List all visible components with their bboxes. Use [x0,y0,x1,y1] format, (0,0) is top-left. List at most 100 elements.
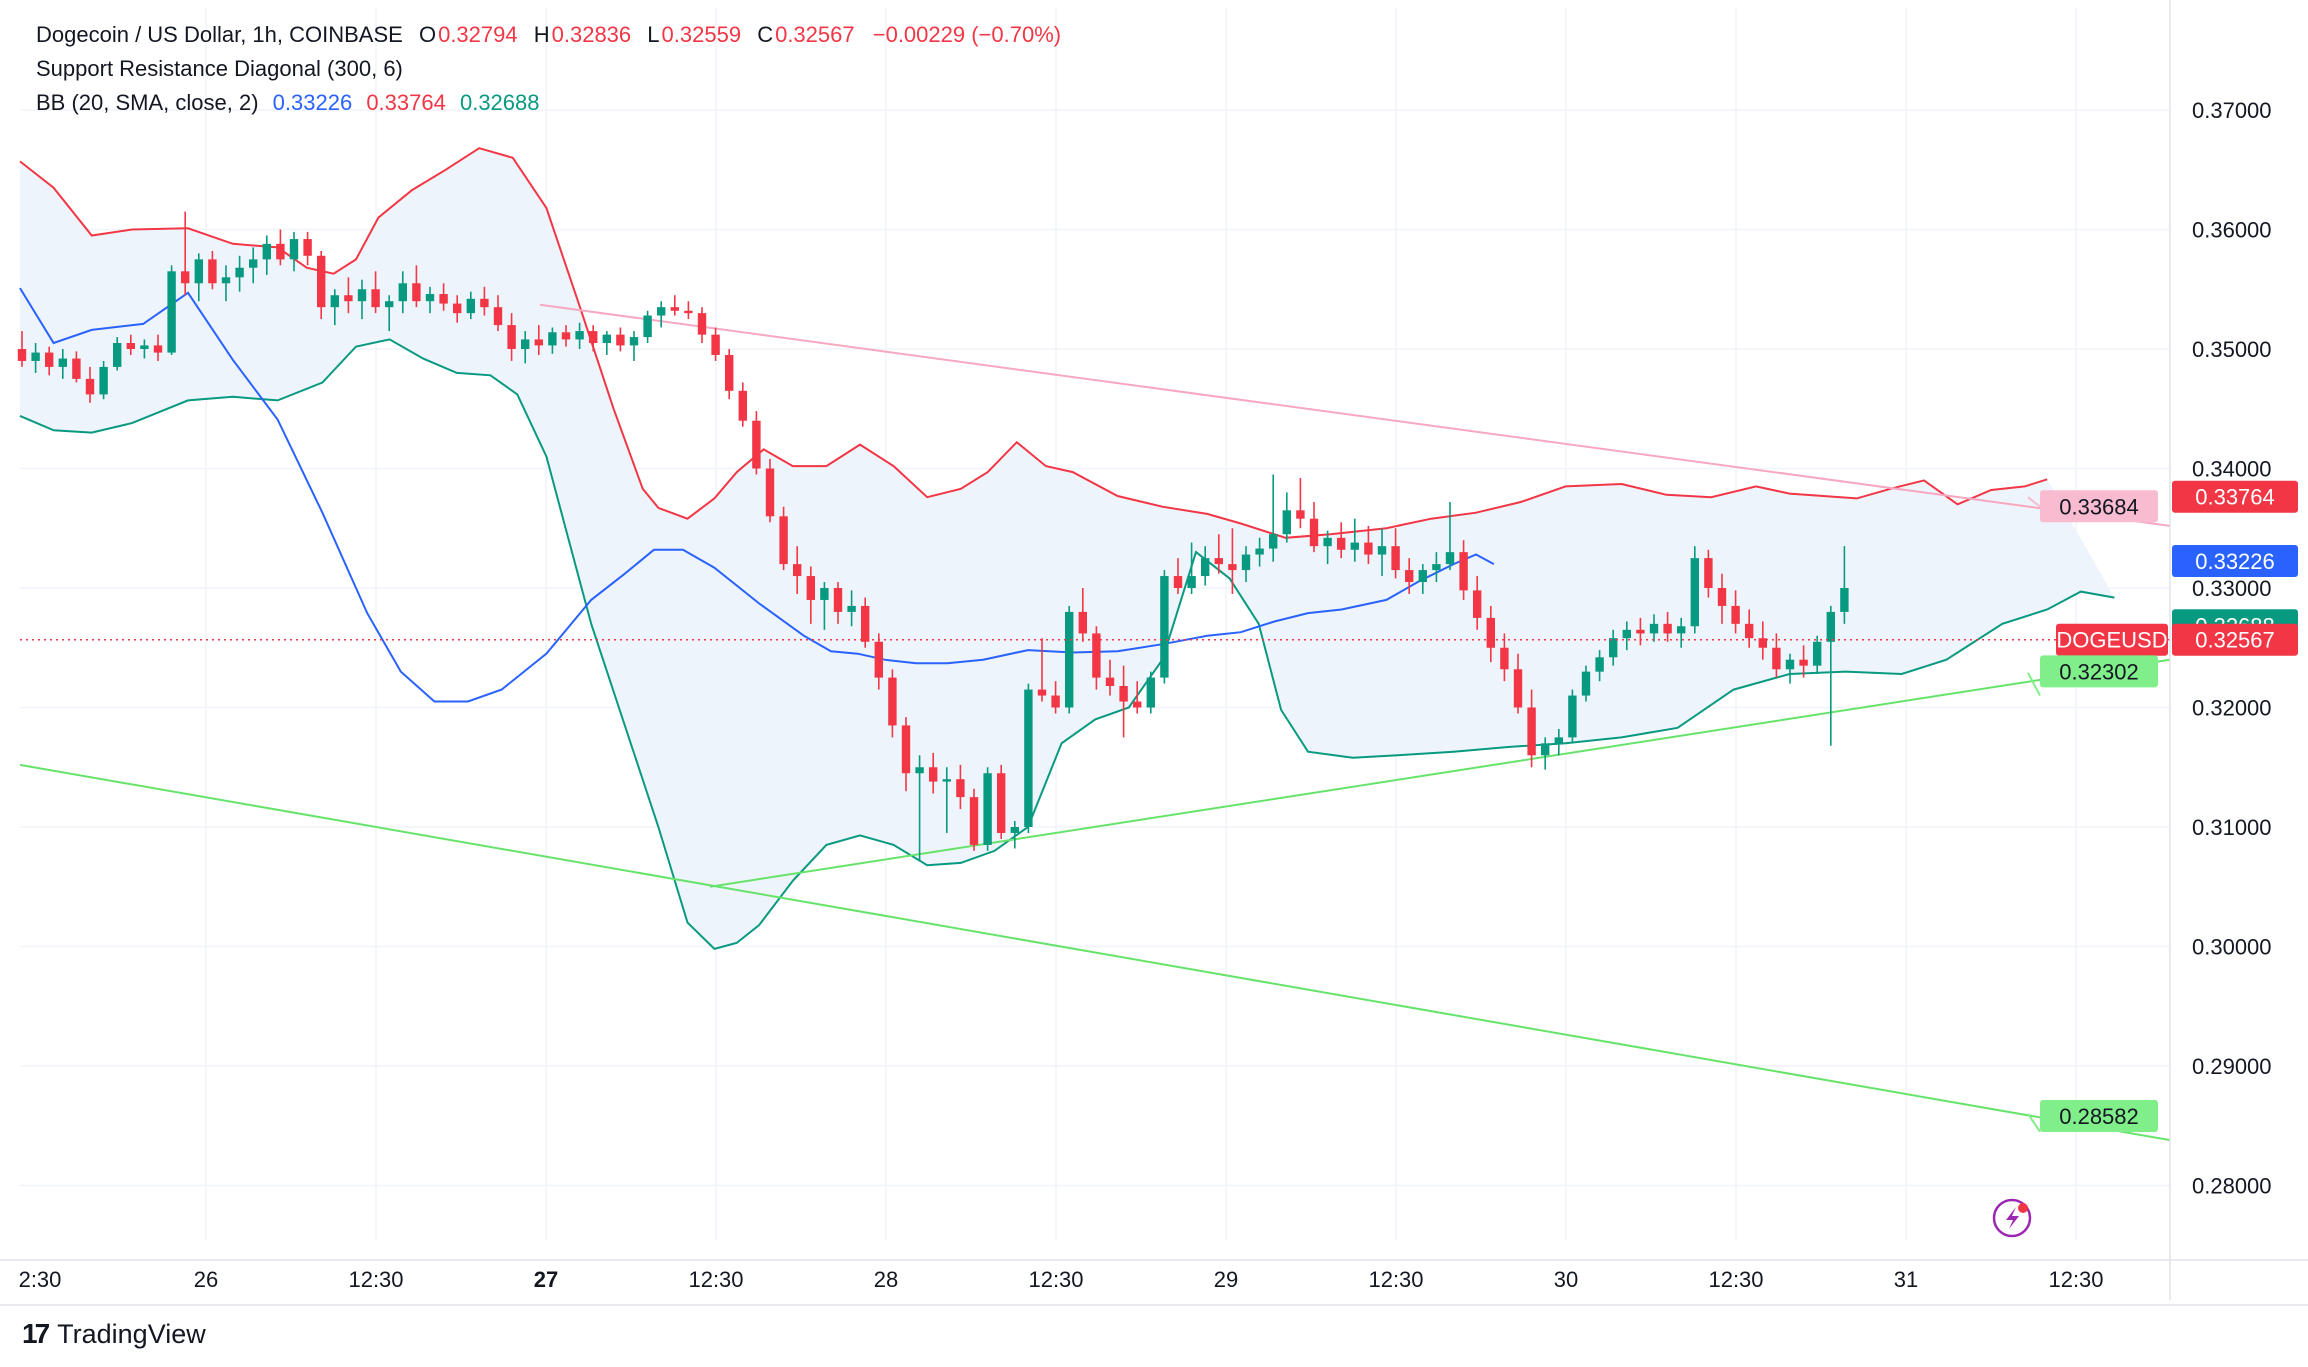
candle [575,322,584,349]
candle-body [793,564,802,577]
price-axis: 0.37000 0.36000 0.35000 0.34000 0.33000 0.320… [2169,0,2272,1300]
tradingview-logo[interactable]: 17 TradingView [22,1318,206,1350]
candle-body [561,332,571,340]
candle-body [942,779,951,782]
candle [1173,558,1183,594]
candle [765,458,775,523]
candle [303,231,312,266]
indicator-sr-label: Support Resistance Diagonal (300, 6) [36,56,403,81]
candle [1051,681,1060,714]
candle [1364,525,1373,565]
brand-name: TradingView [57,1318,206,1349]
candle [1296,478,1305,529]
candle-body [711,334,720,355]
candle [480,286,489,316]
candle-body [126,343,135,349]
candle-body [1473,590,1482,618]
x-tick-label: 26 [194,1267,218,1292]
candle [1704,549,1713,598]
candle-body [874,641,883,678]
candle [697,307,707,344]
candle-body [1772,647,1781,670]
candle [1649,614,1659,642]
candle-body [276,243,285,260]
candle-body [1500,647,1509,670]
candle [249,247,258,284]
candle [1146,671,1155,714]
change-value: −0.00229 (−0.70%) [872,22,1062,47]
candle-body [1581,671,1591,696]
candle [276,229,285,266]
candle [589,325,598,352]
candle [888,669,897,738]
symbol-tag-bg [2056,623,2168,656]
candle-body [521,339,530,349]
symbol-title[interactable]: Dogecoin / US Dollar, 1h, COINBASE [36,22,403,47]
y-tick-label: 0.28000 [2192,1174,2272,1199]
candle-body [589,331,598,344]
candle-body [1228,564,1237,571]
candle-body [1105,677,1115,686]
candle-body [1554,737,1563,744]
resistance-trendline [539,303,2171,527]
candle [657,301,666,328]
candle [330,289,339,326]
x-tick-label: 27 [534,1267,558,1292]
symbol-tag: DOGEUSD [2056,623,2168,656]
candle [289,231,299,272]
candle-body [670,307,679,311]
candle-body [153,345,163,353]
lightning-icon[interactable] [1992,1198,2032,1238]
candle-body [1785,659,1795,670]
y-tick-label: 0.29000 [2192,1054,2272,1079]
candle-body [1622,629,1631,639]
candle [194,253,203,302]
candle-body [901,725,911,774]
candle [602,331,611,355]
candle [1663,611,1672,642]
candle [1241,546,1251,583]
candle-body [1119,685,1128,702]
candle-body [507,325,516,349]
candle [1799,645,1808,678]
candle-body [371,289,380,308]
candle [738,382,747,427]
x-tick-label: 12:30 [1368,1267,1423,1292]
candle [1269,474,1278,562]
candle [1201,546,1210,586]
bb-upper-tag-text: 0.33764 [2195,485,2275,510]
candle-body [1350,542,1359,550]
close-label: C [757,22,774,47]
candle-body [1758,638,1767,648]
candle [425,286,435,314]
indicator-sr-diagonal[interactable]: Support Resistance Diagonal (300, 6) [36,52,1061,86]
candle [616,327,625,352]
candle-body [303,239,312,256]
support-trendline-upper [709,658,2171,888]
candle [1445,501,1455,571]
x-tick-label: 12:30 [348,1267,403,1292]
candle-body [1513,669,1523,708]
candle-body [1704,558,1713,588]
candle-body [439,294,448,304]
y-tick-label: 0.37000 [2192,98,2272,123]
candle [235,255,244,292]
candle [1840,546,1849,624]
candle-body [616,334,625,346]
chart-legend: Dogecoin / US Dollar, 1h, COINBASE O0.32… [36,18,1061,120]
candle [1758,621,1767,660]
candle-body [1813,641,1822,666]
candle [208,251,217,290]
candle-body [969,797,979,845]
candle [31,343,40,373]
candle [1078,588,1087,642]
candle [793,546,802,594]
indicator-bb[interactable]: BB (20, SMA, close, 2) 0.33226 0.33764 0… [36,86,1061,120]
candle-body [1201,558,1210,577]
candle [398,271,407,314]
x-tick-label: 2:30 [19,1267,62,1292]
y-tick-label: 0.36000 [2192,218,2272,243]
bb-basis-value: 0.33226 [272,90,353,115]
candle-body [208,259,217,284]
